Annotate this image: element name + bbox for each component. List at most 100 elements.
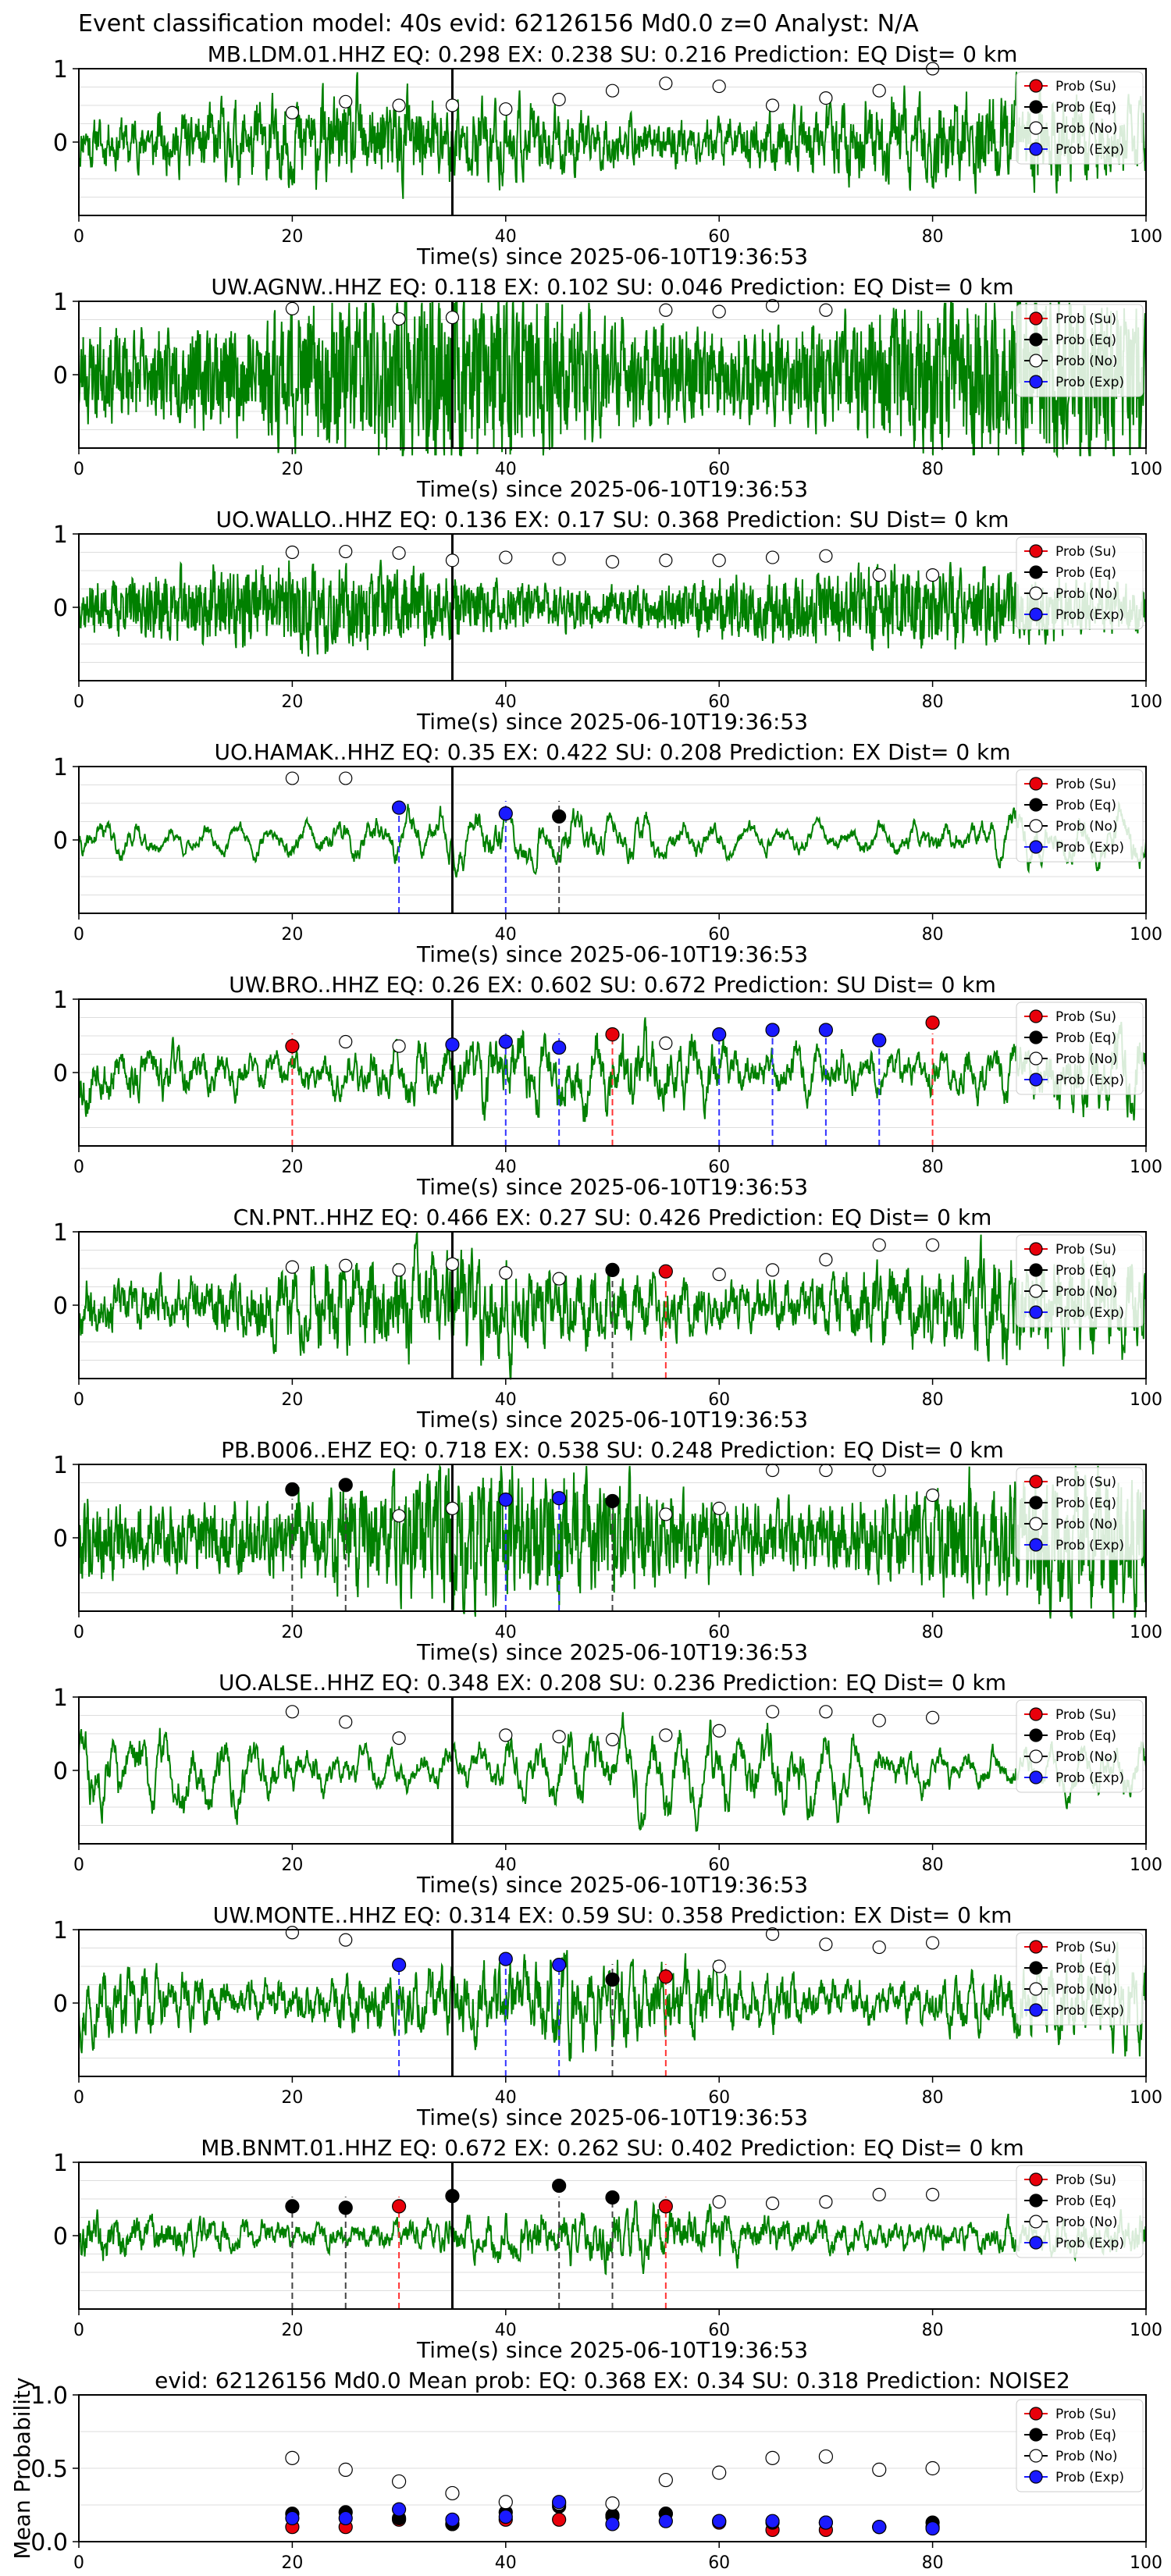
- legend-marker-su: [1029, 1475, 1043, 1489]
- y-tick-label: 0: [53, 595, 68, 622]
- x-tick-label: 40: [495, 1856, 517, 1875]
- marker-no: [499, 1266, 513, 1280]
- x-tick-label: 60: [708, 1623, 730, 1642]
- waveform-trace: [78, 1941, 1147, 2062]
- mean-marker-no: [712, 2465, 727, 2480]
- marker-no: [712, 1724, 726, 1738]
- x-tick-label: 40: [495, 1158, 517, 1177]
- x-tick-label: 0: [73, 2553, 84, 2573]
- x-tick-label: 60: [708, 925, 730, 945]
- marker-no: [285, 105, 299, 119]
- x-tick-label: 60: [708, 1158, 730, 1177]
- marker-no: [659, 76, 673, 91]
- marker-no: [659, 1728, 673, 1742]
- x-tick-label: 60: [708, 460, 730, 479]
- legend-marker-no: [1029, 1517, 1043, 1531]
- legend-label-exp: Prob (Exp): [1055, 2470, 1124, 2485]
- marker-no: [659, 1036, 673, 1051]
- marker-eq: [605, 1972, 620, 1987]
- legend-marker-exp: [1029, 607, 1043, 621]
- x-tick-label: 100: [1130, 692, 1162, 712]
- legend-frame: [1016, 1699, 1144, 1793]
- legend-8: Prob (Su) Prob (Eq) Prob (No) Prob (Exp): [1016, 1932, 1144, 2026]
- marker-no: [819, 1463, 833, 1478]
- axes-frame: [78, 1929, 1147, 2077]
- marker-no: [339, 1258, 353, 1272]
- x-tick-label: 100: [1130, 2321, 1162, 2340]
- x-tick-label: 80: [922, 925, 944, 945]
- marker-no: [605, 1732, 620, 1747]
- legend-marker-no: [1029, 2215, 1043, 2229]
- legend-marker-su: [1029, 544, 1043, 558]
- marker-no: [339, 1933, 353, 1947]
- x-axis-label: Time(s) since 2025-06-10T19:36:53: [416, 244, 808, 269]
- station-panel-8: UO.ALSE..HHZ EQ: 0.348 EX: 0.208 SU: 0.2…: [53, 1670, 1162, 1898]
- x-tick-label: 20: [281, 2553, 303, 2573]
- legend-9: Prob (Su) Prob (Eq) Prob (No) Prob (Exp): [1016, 2165, 1144, 2258]
- x-tick-label: 80: [922, 692, 944, 712]
- x-tick-label: 20: [281, 1390, 303, 1410]
- x-axis-label: Time(s) since 2025-06-10T19:36:53: [416, 1407, 808, 1432]
- legend-label-no: Prob (No): [1055, 586, 1118, 602]
- marker-no: [712, 1959, 726, 1973]
- marker-no: [392, 311, 406, 326]
- x-tick-label: 40: [495, 460, 517, 479]
- legend-label-exp: Prob (Exp): [1055, 2003, 1124, 2019]
- marker-no: [285, 545, 299, 560]
- legend-label-su: Prob (Su): [1055, 777, 1116, 792]
- x-tick-label: 60: [708, 1856, 730, 1875]
- x-tick-label: 60: [708, 692, 730, 712]
- marker-no: [925, 568, 940, 582]
- marker-no: [339, 544, 353, 559]
- marker-no: [765, 1705, 780, 1719]
- marker-exp: [498, 1034, 513, 1049]
- x-tick-label: 100: [1130, 1623, 1162, 1642]
- legend-marker-su: [1029, 1940, 1043, 1954]
- x-tick-label: 0: [73, 1158, 84, 1177]
- legend-label-su: Prob (Su): [1055, 1242, 1116, 1258]
- marker-exp: [872, 1033, 887, 1048]
- legend-1: Prob (Su) Prob (Eq) Prob (No) Prob (Exp): [1016, 304, 1144, 397]
- mean-marker-no: [605, 2496, 620, 2511]
- legend-label-eq: Prob (Eq): [1055, 565, 1116, 581]
- legend-frame: [1016, 536, 1144, 630]
- marker-su: [285, 1039, 300, 1054]
- legend-marker-no: [1029, 819, 1043, 833]
- marker-no: [339, 94, 353, 109]
- marker-no: [392, 1263, 406, 1277]
- marker-exp: [445, 1037, 460, 1052]
- x-tick-label: 100: [1130, 2553, 1162, 2573]
- y-tick-label: 1.0: [30, 2382, 68, 2410]
- y-tick-label: 1: [53, 521, 68, 549]
- panel-title: UO.ALSE..HHZ EQ: 0.348 EX: 0.208 SU: 0.2…: [219, 1670, 1006, 1695]
- mean-marker-su: [552, 2512, 567, 2527]
- x-tick-label: 40: [495, 2321, 517, 2340]
- x-tick-label: 100: [1130, 2088, 1162, 2108]
- legend-label-eq: Prob (Eq): [1055, 1263, 1116, 1279]
- legend-marker-exp: [1029, 2470, 1043, 2484]
- y-tick-label: 0: [53, 1060, 68, 1087]
- marker-eq: [552, 809, 567, 824]
- marker-no: [765, 1263, 780, 1277]
- legend-label-no: Prob (No): [1055, 1982, 1118, 1998]
- x-tick-label: 60: [708, 2321, 730, 2340]
- y-tick-label: 1: [53, 2150, 68, 2177]
- marker-eq: [285, 1482, 300, 1497]
- marker-no: [872, 1463, 886, 1478]
- legend-label-eq: Prob (Eq): [1055, 333, 1116, 348]
- x-tick-label: 80: [922, 2553, 944, 2573]
- x-axis-label: Time(s) since 2025-06-10T19:36:53: [416, 476, 808, 502]
- x-tick-label: 100: [1130, 227, 1162, 247]
- legend-marker-no: [1029, 1982, 1043, 1996]
- legend-label-exp: Prob (Exp): [1055, 142, 1124, 158]
- legend-marker-su: [1029, 1009, 1043, 1023]
- legend-label-exp: Prob (Exp): [1055, 1073, 1124, 1088]
- marker-no: [605, 555, 620, 569]
- marker-no: [392, 1039, 406, 1053]
- y-tick-label: 0: [53, 1293, 68, 1320]
- mean-marker-exp: [338, 2510, 353, 2526]
- waveform-trace: [78, 1464, 1147, 1619]
- legend-marker-su: [1029, 2407, 1043, 2421]
- marker-no: [765, 1927, 780, 1941]
- station-panel-6: CN.PNT..HHZ EQ: 0.466 EX: 0.27 SU: 0.426…: [53, 1204, 1162, 1432]
